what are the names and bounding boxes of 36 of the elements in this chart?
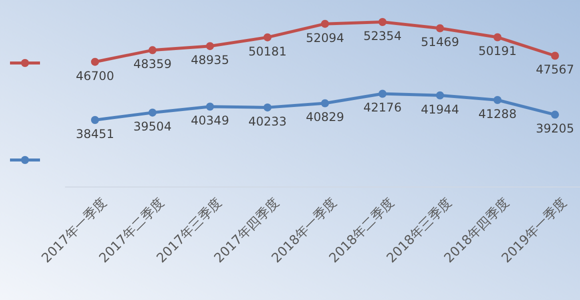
data-label: 48359 [133, 57, 172, 72]
data-label: 40349 [190, 114, 230, 128]
data-label: 38451 [76, 127, 114, 141]
point [378, 18, 386, 26]
data-label: 42176 [363, 100, 402, 115]
point [91, 58, 99, 66]
point [436, 91, 444, 100]
point [321, 20, 329, 28]
point [91, 116, 99, 124]
point [551, 52, 559, 60]
point [321, 99, 329, 108]
data-label: 41944 [420, 102, 460, 116]
data-label: 40829 [306, 110, 344, 124]
data-label: 46700 [76, 68, 114, 83]
data-label: 41288 [478, 107, 517, 121]
data-label: 39205 [536, 122, 574, 136]
point [264, 103, 272, 112]
data-label: 47567 [536, 62, 574, 77]
data-label: 50181 [248, 44, 287, 58]
point [436, 24, 444, 32]
data-label: 48935 [190, 53, 230, 68]
point [206, 102, 214, 111]
data-label: 52094 [306, 30, 344, 45]
point [494, 96, 502, 104]
point [494, 33, 502, 42]
point [148, 46, 156, 54]
point [378, 90, 386, 98]
data-label: 40233 [248, 114, 287, 128]
data-label: 51469 [420, 35, 460, 50]
point [206, 42, 214, 50]
data-label: 39504 [133, 120, 172, 134]
data-label: 52354 [363, 29, 402, 43]
point [264, 33, 272, 42]
point [148, 108, 156, 117]
data-label: 50191 [478, 44, 517, 58]
point [551, 110, 559, 119]
